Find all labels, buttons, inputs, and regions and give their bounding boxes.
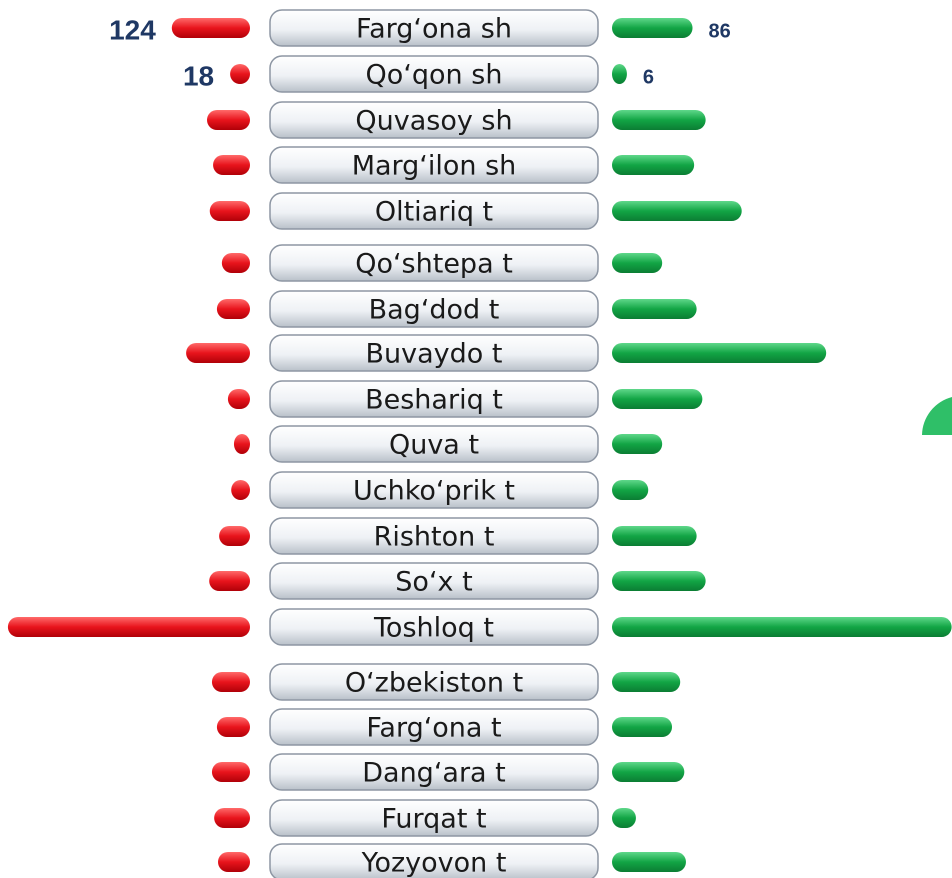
category-label: Rishton t <box>374 522 495 553</box>
green-bar <box>612 808 636 828</box>
red-bar <box>171 18 250 38</box>
green-bar <box>612 571 706 591</box>
label-pill <box>269 562 599 600</box>
red-bar <box>209 201 250 221</box>
category-label: Quva t <box>389 430 479 461</box>
label-pill <box>269 425 599 463</box>
category-label: Toshloq t <box>373 613 494 644</box>
green-bar <box>612 201 742 221</box>
decoration <box>922 397 952 435</box>
green-bar <box>612 762 685 782</box>
red-bar <box>221 253 250 273</box>
green-bar <box>612 155 695 175</box>
category-label: Buvaydo t <box>366 339 503 370</box>
label-pill <box>269 753 599 791</box>
category-label: Farg‘ona sh <box>356 14 512 45</box>
green-bar <box>612 480 649 500</box>
green-bar <box>612 717 673 737</box>
category-label: So‘x t <box>395 567 472 598</box>
category-label: Dang‘ara t <box>362 758 506 789</box>
value-label: 6 <box>643 66 654 88</box>
label-pill <box>269 9 599 47</box>
red-bar <box>186 343 250 363</box>
red-bar <box>230 64 250 84</box>
label-pill <box>269 517 599 555</box>
category-label: Farg‘ona t <box>366 713 501 744</box>
category-label: Quvasoy sh <box>355 106 512 137</box>
red-bar <box>216 299 250 319</box>
category-label: Qo‘shtepa t <box>355 249 513 280</box>
category-label: Bag‘dod t <box>369 295 500 326</box>
red-bar <box>214 808 250 828</box>
category-label: Beshariq t <box>365 385 503 416</box>
red-bar <box>227 389 250 409</box>
label-pill <box>269 146 599 184</box>
label-pill <box>269 380 599 418</box>
label-pill <box>269 608 599 646</box>
label-pill <box>269 55 599 93</box>
red-bar <box>211 762 250 782</box>
red-bar <box>216 717 250 737</box>
red-bar <box>233 434 250 454</box>
category-label: O‘zbekiston t <box>345 668 523 699</box>
red-bar <box>209 571 250 591</box>
green-bar <box>612 18 693 38</box>
red-bar <box>218 852 250 872</box>
green-bar <box>612 64 627 84</box>
value-label: 124 <box>109 14 156 45</box>
green-bar <box>612 526 697 546</box>
green-bar <box>612 343 827 363</box>
label-pill <box>269 334 599 372</box>
value-label: 86 <box>709 20 731 42</box>
red-bar <box>7 617 251 637</box>
label-pill <box>269 799 599 837</box>
green-bar <box>612 672 681 692</box>
category-label: Furqat t <box>381 804 486 835</box>
label-pill <box>269 101 599 139</box>
green-bar <box>612 434 663 454</box>
green-bar <box>612 389 703 409</box>
green-bar <box>612 617 952 637</box>
red-bar <box>213 155 250 175</box>
green-bar <box>612 852 686 872</box>
red-bar <box>219 526 250 546</box>
category-label: Marg‘ilon sh <box>352 151 517 182</box>
category-label: Qo‘qon sh <box>366 60 503 91</box>
label-pill <box>269 663 599 701</box>
red-bar <box>231 480 250 500</box>
category-label: Yozyovon t <box>361 848 507 878</box>
label-pill <box>269 290 599 328</box>
label-pill <box>269 471 599 509</box>
red-bar <box>207 110 250 130</box>
label-pill <box>269 244 599 282</box>
green-bar <box>612 253 663 273</box>
label-pill <box>269 843 599 878</box>
green-bar <box>612 110 706 130</box>
green-bar <box>612 299 697 319</box>
category-label: Oltiariq t <box>375 197 493 228</box>
category-label: Uchko‘prik t <box>353 476 515 507</box>
label-pill <box>269 192 599 230</box>
value-label: 18 <box>183 60 214 91</box>
red-bar <box>211 672 250 692</box>
label-pill <box>269 708 599 746</box>
